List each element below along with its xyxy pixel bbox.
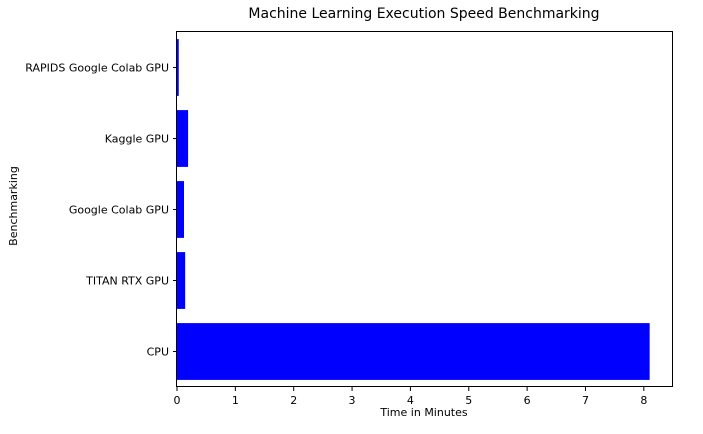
- chart-title: Machine Learning Execution Speed Benchma…: [248, 6, 599, 22]
- bar-0: [177, 323, 650, 380]
- x-tick-label-7: 7: [582, 394, 589, 407]
- bar-3: [177, 110, 189, 167]
- x-axis-label: Time in Minutes: [379, 406, 468, 419]
- bar-1: [177, 252, 186, 309]
- ticks-layer: CPU TITAN RTX GPU Google Colab GPU Kaggle G…: [25, 62, 647, 408]
- y-tick-label-3: Kaggle GPU: [105, 133, 169, 146]
- bar-2: [177, 181, 185, 238]
- y-tick-label-4: RAPIDS Google Colab GPU: [25, 62, 169, 75]
- x-tick-label-4: 4: [407, 394, 414, 407]
- y-tick-label-0: CPU: [147, 346, 169, 359]
- y-tick-label-1: TITAN RTX GPU: [85, 275, 169, 288]
- x-tick-label-0: 0: [174, 394, 181, 407]
- x-tick-label-1: 1: [232, 394, 239, 407]
- x-tick-label-6: 6: [524, 394, 531, 407]
- y-axis-label: Benchmarking: [7, 166, 20, 246]
- y-tick-label-2: Google Colab GPU: [69, 204, 169, 217]
- x-tick-label-8: 8: [640, 394, 647, 407]
- plot-frame: [176, 31, 673, 387]
- x-tick-label-5: 5: [465, 394, 472, 407]
- x-tick-label-3: 3: [349, 394, 356, 407]
- bar-4: [177, 39, 179, 96]
- x-tick-label-2: 2: [290, 394, 297, 407]
- bars-layer: [177, 39, 650, 380]
